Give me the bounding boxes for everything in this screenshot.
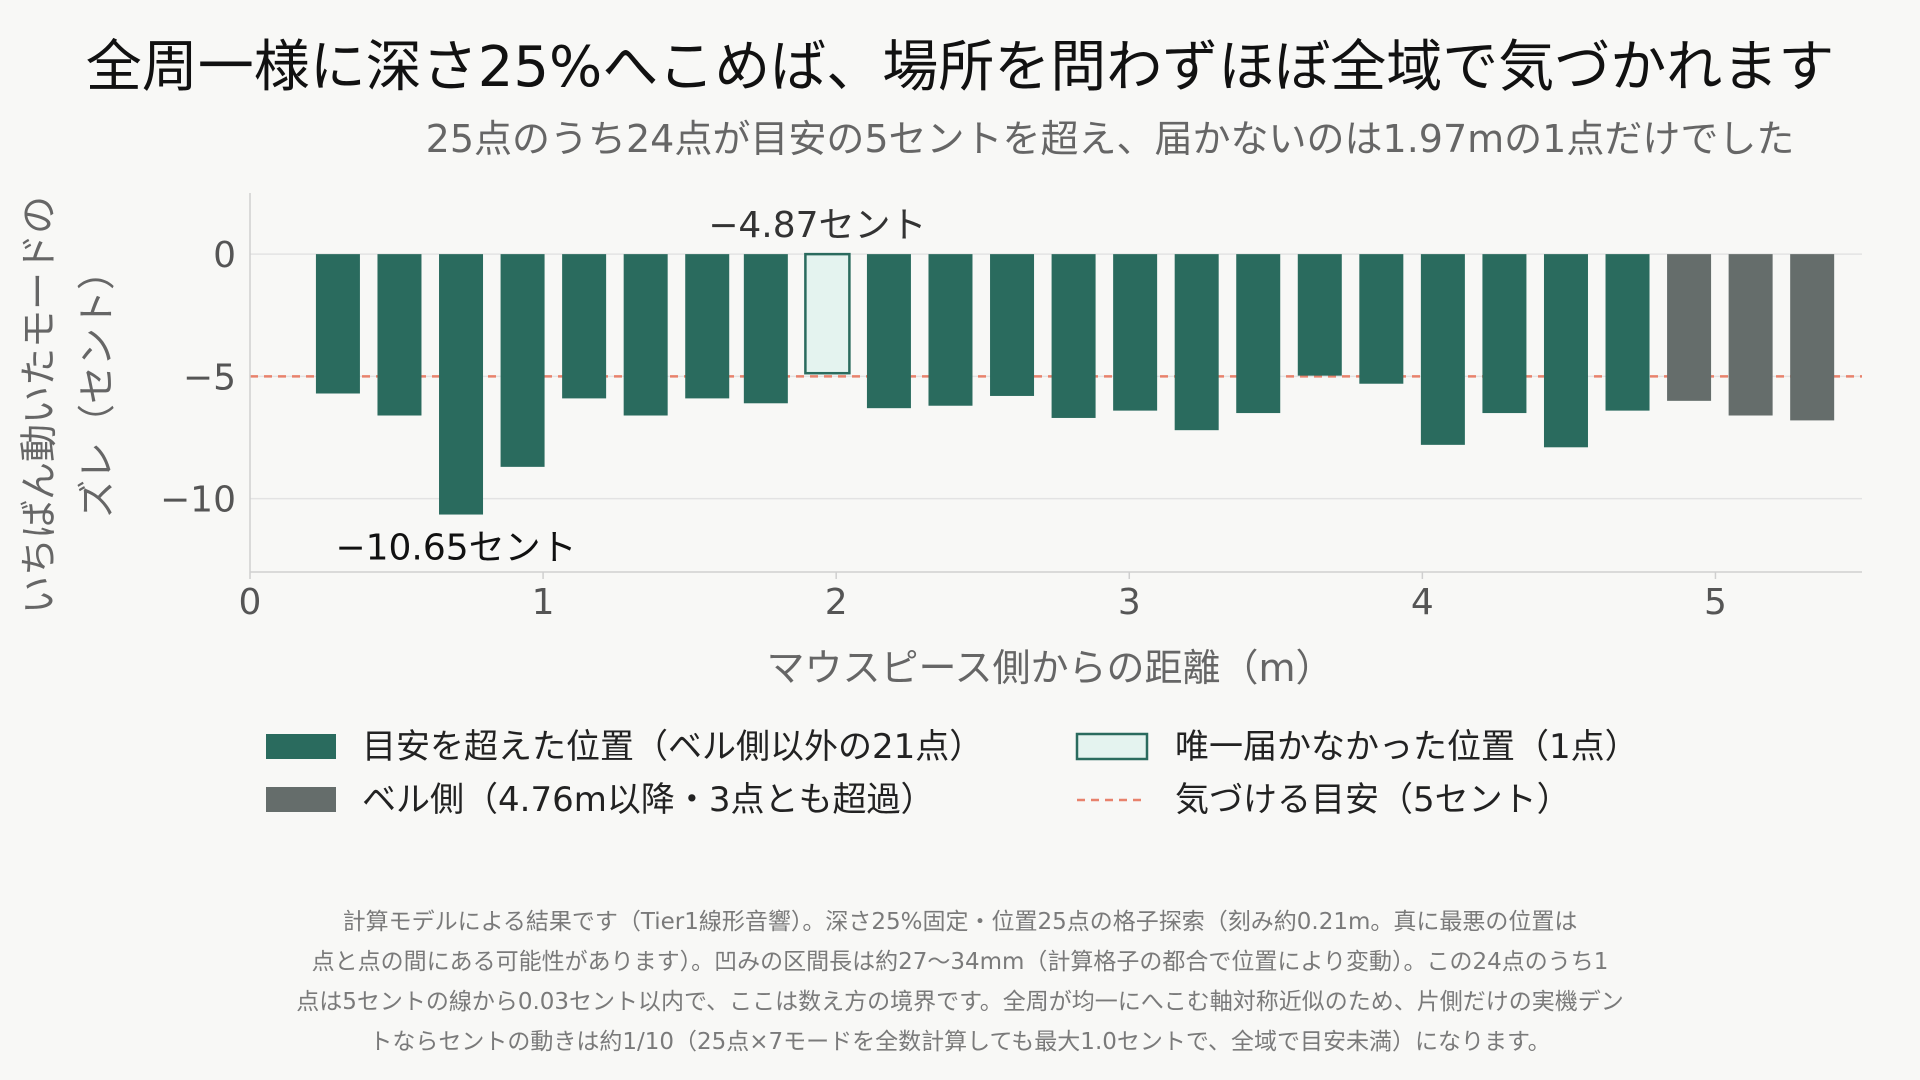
bar-0-6 xyxy=(685,254,730,399)
chart-subtitle: 25点のうち24点が目安の5セントを超え、届かないのは1.97mの1点だけでした xyxy=(426,117,1795,161)
x-tick-label: 3 xyxy=(1118,582,1141,623)
footnote-line: 点は5セントの線から0.03セント以内で、ここは数え方の境界です。全周が均一にへ… xyxy=(296,989,1624,1015)
x-tick-label: 5 xyxy=(1704,582,1727,623)
x-tick-label: 0 xyxy=(239,582,262,623)
annotation-not-reached: −4.87セント xyxy=(708,205,926,246)
y-axis-label-line-2: ズレ（セント） xyxy=(75,252,119,518)
chart-title: 全周一様に深さ25%へこめば、場所を問わずほぼ全域で気づかれます xyxy=(86,35,1834,100)
bar-0-10 xyxy=(990,254,1035,396)
legend-label-bell: ベル側（4.76m以降・3点とも超過） xyxy=(362,780,934,820)
legend-swatch-exceeded xyxy=(266,734,336,759)
y-tick-label: −5 xyxy=(183,357,236,398)
bar-0-7 xyxy=(743,254,788,404)
bar-0-11 xyxy=(1051,254,1096,418)
y-tick-label: −10 xyxy=(160,480,236,521)
bar-0-9 xyxy=(928,254,973,406)
bars xyxy=(315,252,1835,515)
bar-0-17 xyxy=(1420,254,1465,445)
legend-label-exceeded: 目安を超えた位置（ベル側以外の21点） xyxy=(362,727,983,767)
annotations: −4.87セント −10.65セント xyxy=(335,205,926,568)
tick-labels: 0 1 2 3 4 5 0 −5 −10 xyxy=(160,235,1727,623)
bar-0-15 xyxy=(1297,254,1342,376)
legend-swatch-not-reached xyxy=(1075,732,1149,761)
x-tick-label: 1 xyxy=(532,582,555,623)
bar-2-2 xyxy=(1790,254,1835,421)
bar-0-16 xyxy=(1359,254,1404,384)
bar-chart: 全周一様に深さ25%へこめば、場所を問わずほぼ全域で気づかれます 25点のうち2… xyxy=(17,35,1862,820)
bar-0-14 xyxy=(1236,254,1281,414)
footnote-line: 計算モデルによる結果です（Tier1線形音響）。深さ25%固定・位置25点の格子… xyxy=(342,909,1578,935)
bar-2-0 xyxy=(1667,254,1712,401)
bar-2-1 xyxy=(1728,254,1773,416)
bar-0-2 xyxy=(439,254,484,515)
bar-0-12 xyxy=(1113,254,1158,411)
x-tick-label: 2 xyxy=(825,582,848,623)
bar-0-13 xyxy=(1174,254,1219,431)
legend-swatch-bell xyxy=(266,787,336,812)
y-axis-label-line-1: いちばん動いたモードの xyxy=(17,196,61,614)
bar-0-18 xyxy=(1482,254,1527,414)
bar-0-1 xyxy=(377,254,422,416)
bar-0-20 xyxy=(1605,254,1650,411)
bar-0-3 xyxy=(500,254,545,467)
legend-label-threshold: 気づける目安（5セント） xyxy=(1175,780,1571,820)
x-tick-label: 4 xyxy=(1411,582,1434,623)
axes xyxy=(249,193,1862,573)
bar-0-19 xyxy=(1543,254,1588,448)
y-tick-label: 0 xyxy=(213,235,236,276)
footnote: 計算モデルによる結果です（Tier1線形音響）。深さ25%固定・位置25点の格子… xyxy=(160,902,1760,1062)
footnote-line: 点と点の間にある可能性があります）。凹みの区間長は約27〜34mm（計算格子の都… xyxy=(311,949,1609,975)
annotation-minimum: −10.65セント xyxy=(335,528,576,569)
footnote-line: トならセントの動きは約1/10（25点×7モードを全数計算しても最大1.0セント… xyxy=(369,1029,1551,1055)
legend-label-not-reached: 唯一届かなかった位置（1点） xyxy=(1175,727,1639,767)
bar-0-4 xyxy=(562,254,607,399)
bar-1-0 xyxy=(804,252,851,375)
x-axis-label: マウスピース側からの距離（m） xyxy=(766,646,1333,690)
bar-0-0 xyxy=(315,254,360,394)
bar-0-5 xyxy=(623,254,668,416)
legend: 目安を超えた位置（ベル側以外の21点） ベル側（4.76m以降・3点とも超過） … xyxy=(266,727,1639,820)
bar-0-8 xyxy=(866,254,911,409)
y-axis-label: いちばん動いたモードの ズレ（セント） xyxy=(17,196,119,614)
